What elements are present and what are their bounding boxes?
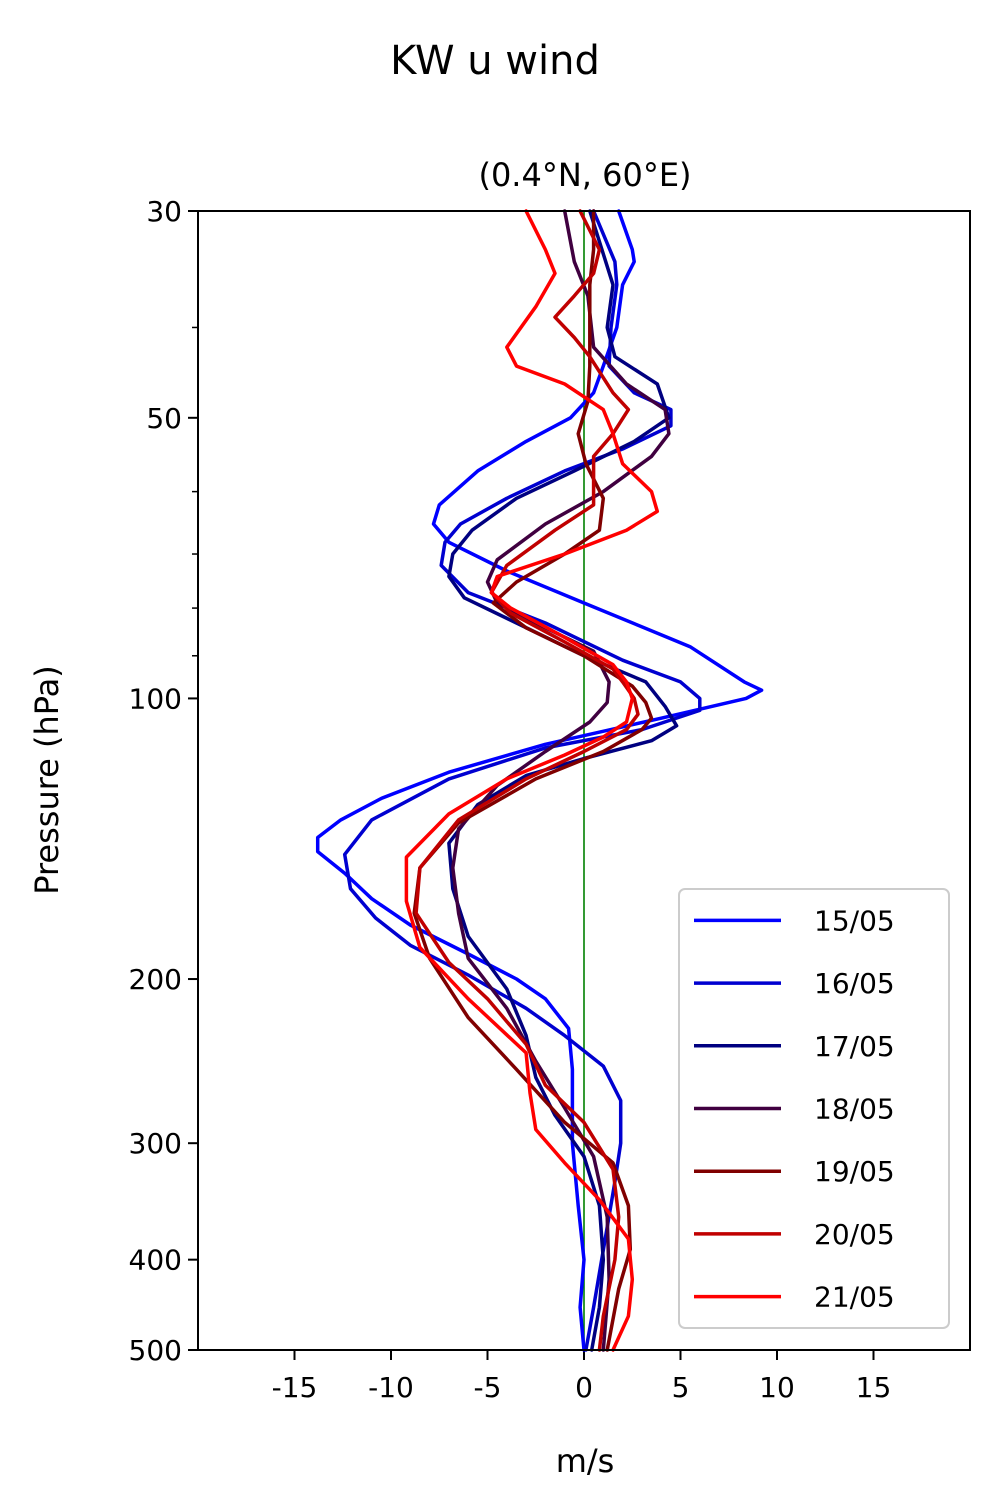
x-tick-label: 15 — [856, 1371, 892, 1404]
y-tick-label: 30 — [146, 195, 182, 228]
x-axis-label: m/s — [556, 1442, 615, 1480]
legend-label: 15/05 — [814, 904, 895, 937]
x-ticks: -15 -10 -5 0 5 10 15 — [272, 1350, 892, 1404]
y-tick-label: 200 — [129, 963, 182, 996]
legend-label: 21/05 — [814, 1281, 895, 1314]
x-tick-label: -5 — [474, 1371, 502, 1404]
y-axis-label: Pressure (hPa) — [28, 665, 66, 895]
legend-label: 16/05 — [814, 967, 895, 1000]
series-line — [404, 209, 660, 1352]
series-line — [414, 209, 640, 1352]
y-tick-label: 50 — [146, 402, 182, 435]
x-tick-label: -10 — [368, 1371, 414, 1404]
x-tick-label: 10 — [759, 1371, 795, 1404]
y-tick-label: 400 — [129, 1244, 182, 1277]
y-tick-label: 300 — [129, 1127, 182, 1160]
legend-label: 20/05 — [814, 1218, 895, 1251]
legend-label: 18/05 — [814, 1093, 895, 1126]
plot-frame — [197, 210, 971, 1351]
y-tick-label: 500 — [129, 1334, 182, 1367]
series-line — [315, 209, 764, 1352]
y-ticks: 30 50 100 200 300 400 500 — [129, 195, 198, 1367]
plot-area — [315, 209, 764, 1352]
x-tick-label: -15 — [272, 1371, 318, 1404]
legend-label: 17/05 — [814, 1030, 895, 1063]
series-lines — [315, 209, 764, 1352]
legend-label: 19/05 — [814, 1155, 895, 1188]
series-line — [342, 209, 702, 1352]
legend: 15/05 16/05 17/05 18/05 19/05 20/05 21/05 — [678, 888, 950, 1329]
y-tick-label: 100 — [129, 682, 182, 715]
series-line — [447, 209, 679, 1352]
legend-box — [678, 888, 950, 1329]
series-line — [412, 209, 654, 1352]
x-tick-label: 5 — [672, 1371, 690, 1404]
x-tick-label: 0 — [575, 1371, 593, 1404]
chart-subtitle: (0.4°N, 60°E) — [478, 156, 691, 194]
chart-title: KW u wind — [390, 38, 600, 84]
